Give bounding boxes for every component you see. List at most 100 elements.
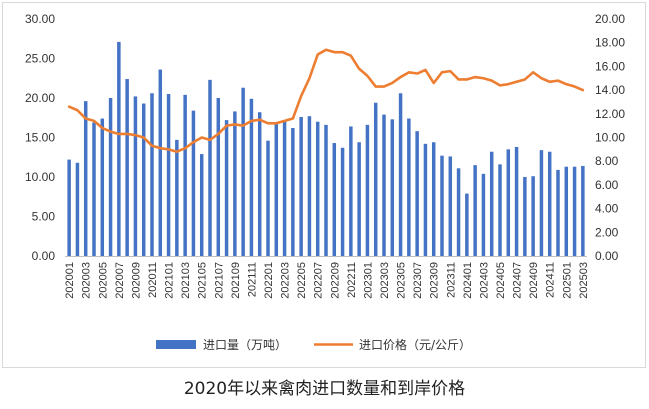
bar-202105 [199,154,204,256]
left-axis-tick-label: 5.00 [32,210,56,224]
bar-202207 [315,121,320,256]
bar-202112 [257,112,262,256]
bar-202006 [108,98,113,256]
left-axis-tick-label: 20.00 [25,91,55,105]
bar-202104 [191,110,196,256]
bar-202410 [539,150,544,256]
x-axis-ticks: 202001 202003 202005 202007 202009 202011 2021… [64,262,590,299]
bar-202110 [241,87,245,256]
right-axis-ticks: 0.00 2.00 4.00 6.00 8.00 10.00 12.00 14.00 16.00… [595,12,625,263]
bar-202405 [498,164,502,256]
x-axis-tick-label: 202101 [164,262,176,299]
x-axis-tick-label: 202203 [280,262,292,299]
legend-swatch-volume [156,340,196,349]
bar-202107 [216,98,221,256]
chart-caption: 2020年以来禽肉进口数量和到岸价格 [183,379,466,399]
x-axis-tick-label: 202109 [230,262,242,299]
x-axis-tick-label: 202405 [495,262,507,299]
x-axis-tick-label: 202009 [130,262,142,299]
right-axis-tick-label: 12.00 [595,107,625,121]
bar-202304 [390,119,395,256]
left-axis-tick-label: 25.00 [25,52,55,66]
x-axis-tick-label: 202207 [313,262,325,299]
bar-202003 [83,101,88,256]
x-axis-tick-label: 202401 [462,262,474,299]
bar-202201 [266,140,270,256]
bar-202010 [141,103,146,256]
legend-label-volume: 进口量（万吨） [203,338,287,352]
bar-202004 [92,122,96,257]
x-axis-tick-label: 202503 [578,262,590,299]
x-axis-tick-label: 202007 [114,262,126,299]
bar-202203 [282,120,287,257]
bar-202503 [581,165,585,256]
x-axis-tick-label: 202105 [197,262,209,299]
bar-202210 [340,147,345,256]
bar-202211 [349,126,353,256]
bar-202401 [465,193,469,256]
x-axis-tick-label: 202403 [478,262,490,299]
line-series-import-price [67,48,585,154]
x-axis-tick-label: 202411 [545,262,557,298]
bar-202205 [299,116,303,257]
bar-202103 [183,94,187,256]
x-axis-tick-label: 202205 [296,262,308,299]
x-axis-tick-label: 202309 [429,262,441,299]
left-axis-ticks: 0.00 5.00 10.00 15.00 20.00 25.00 30.00 [25,12,55,263]
bar-202102 [175,139,179,256]
bar-202403 [481,173,486,256]
bar-202409 [531,176,535,256]
x-axis-tick-label: 202209 [329,262,341,299]
bar-202208 [324,124,328,256]
bar-202307 [415,131,419,256]
right-axis-tick-label: 8.00 [595,154,619,168]
bar-202206 [307,116,312,256]
x-axis-tick-label: 202111 [246,262,258,297]
bar-202406 [506,149,511,256]
bar-202011 [150,93,154,256]
x-axis-tick-label: 202303 [379,262,391,299]
bar-202209 [332,143,337,256]
bar-202204 [291,128,295,256]
bar-202502 [572,166,577,256]
bar-202001 [67,159,71,256]
bar-202310 [440,155,444,256]
bar-202106 [208,79,212,256]
x-axis-tick-label: 202005 [97,262,109,299]
right-axis-tick-label: 4.00 [595,202,619,216]
right-axis-tick-label: 20.00 [595,12,625,26]
x-axis-tick-label: 202301 [362,262,374,299]
chart: 0.00 5.00 10.00 15.00 20.00 25.00 30.00 0.00 2.… [25,12,625,352]
x-axis-tick-label: 202001 [64,262,76,299]
bar-202101 [166,94,171,256]
right-axis-tick-label: 10.00 [595,131,625,145]
bar-202302 [373,102,378,257]
bar-202306 [407,118,411,256]
bar-202008 [125,79,129,256]
x-axis-tick-label: 202201 [263,262,275,299]
bar-202202 [274,124,279,256]
bar-202312 [456,168,461,256]
x-axis-tick-label: 202307 [412,262,424,299]
x-axis-tick-label: 202311 [445,262,457,298]
legend: 进口量（万吨） 进口价格（元/公斤） [156,337,471,352]
right-axis-tick-label: 18.00 [595,36,625,50]
bar-202303 [382,114,386,256]
x-axis-tick-label: 202501 [561,262,573,299]
bar-202408 [523,177,527,256]
right-axis-tick-label: 14.00 [595,83,625,97]
bar-202108 [224,120,229,257]
bar-202501 [564,166,569,256]
right-axis-tick-label: 2.00 [595,225,619,239]
bar-202111 [249,98,254,256]
right-axis-tick-label: 16.00 [595,59,625,73]
left-axis-tick-label: 30.00 [25,12,55,26]
bar-202012 [158,69,163,256]
x-axis-tick-label: 202011 [147,262,159,298]
right-axis-tick-label: 6.00 [595,178,619,192]
bar-202308 [423,143,428,256]
left-axis-tick-label: 10.00 [25,170,55,184]
bar-202109 [233,111,237,257]
chart-frame: 0.00 5.00 10.00 15.00 20.00 25.00 30.00 0.00 2.… [2,2,646,368]
x-axis-tick-label: 202409 [528,262,540,299]
